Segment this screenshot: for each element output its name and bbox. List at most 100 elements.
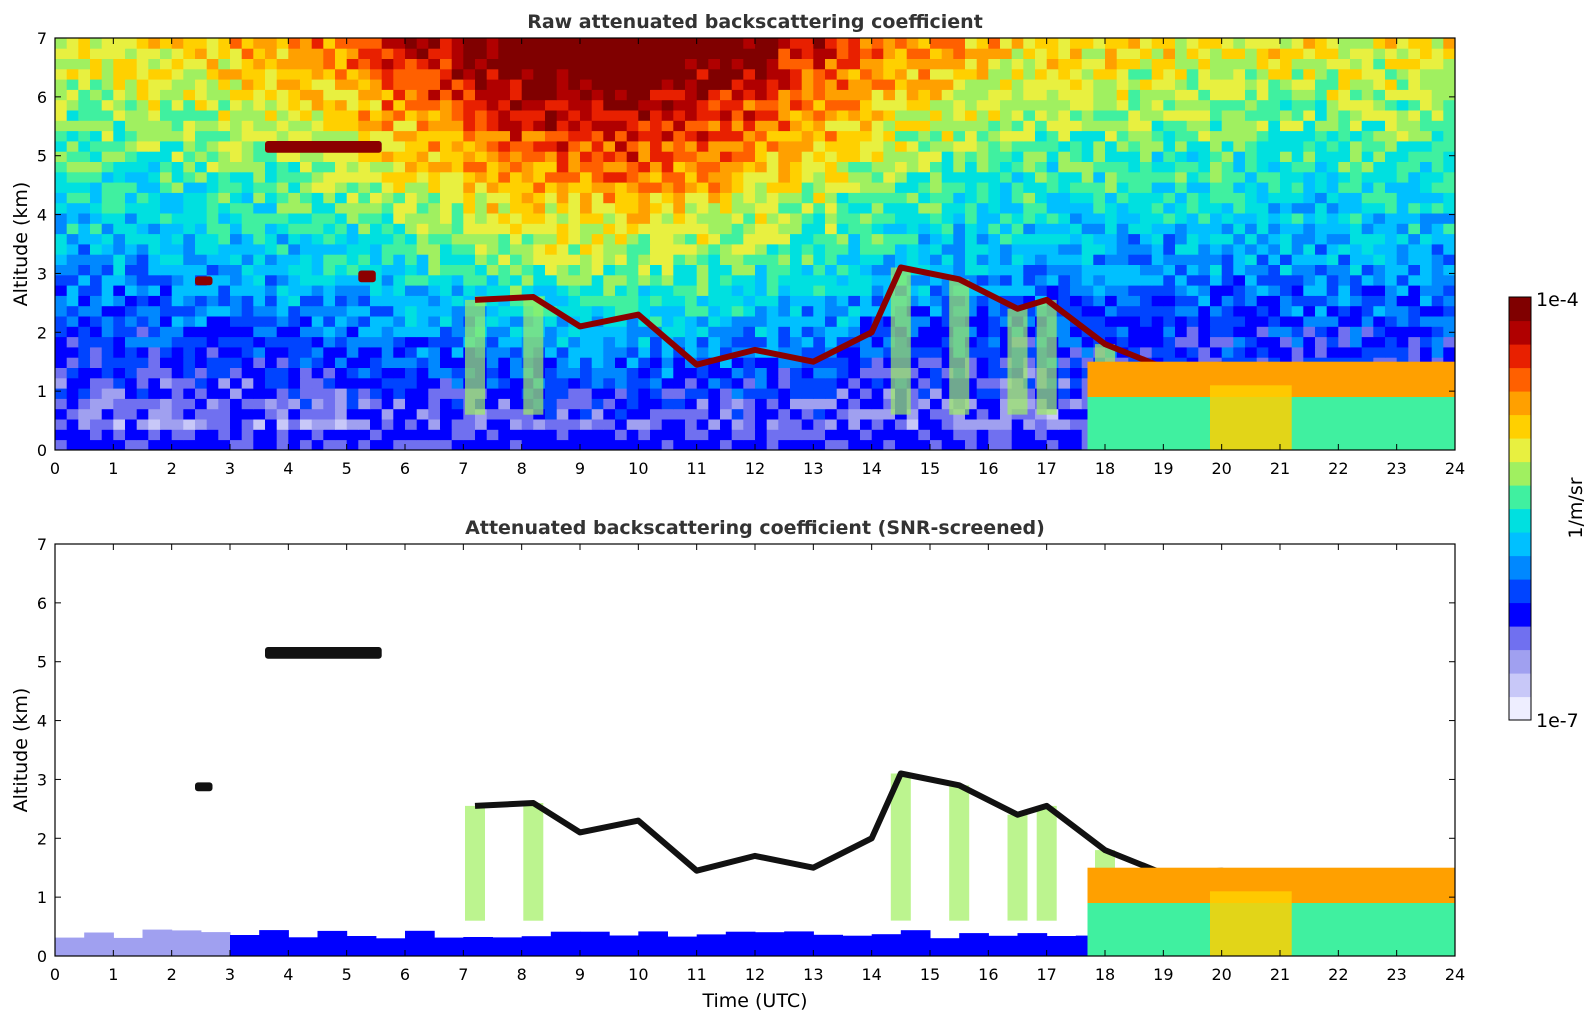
noise-cell (1023, 377, 1036, 389)
noise-cell (195, 182, 208, 193)
noise-cell (101, 336, 114, 348)
noise-cell (521, 244, 534, 255)
noise-cell (195, 429, 208, 441)
noise-cell (778, 213, 791, 224)
noise-cell (300, 223, 313, 235)
noise-cell (871, 202, 884, 214)
noise-cell (813, 233, 826, 245)
noise-cell (55, 48, 68, 59)
noise-cell (113, 38, 126, 49)
noise-cell (346, 171, 359, 183)
noise-cell (591, 285, 604, 296)
noise-cell (673, 419, 686, 430)
noise-cell (276, 408, 289, 420)
noise-cell (171, 202, 184, 214)
noise-cell (1035, 68, 1048, 80)
noise-cell (615, 398, 628, 410)
noise-cell (708, 161, 721, 173)
noise-cell (1151, 68, 1164, 80)
noise-cell (1023, 347, 1036, 358)
noise-cell (825, 38, 838, 49)
noise-cell (1385, 305, 1398, 317)
noise-cell (790, 419, 803, 430)
noise-cell (241, 202, 254, 214)
noise-cell (288, 347, 301, 358)
noise-cell (545, 213, 558, 224)
noise-cell (276, 79, 289, 90)
noise-cell (883, 213, 896, 224)
noise-cell (498, 347, 511, 358)
noise-cell (720, 285, 733, 296)
noise-cell (381, 182, 394, 193)
noise-cell (1420, 48, 1433, 59)
noise-cell (1291, 326, 1304, 338)
noise-cell (790, 48, 803, 59)
noise-cell (848, 223, 861, 235)
noise-cell (90, 48, 103, 59)
noise-cell (591, 336, 604, 348)
noise-cell (673, 398, 686, 410)
noise-cell (1385, 171, 1398, 183)
noise-cell (778, 429, 791, 441)
noise-cell (848, 38, 861, 49)
noise-cell (976, 192, 989, 204)
noise-cell (1046, 192, 1059, 204)
noise-cell (615, 295, 628, 307)
noise-cell (988, 38, 1001, 49)
noise-cell (1128, 141, 1141, 152)
noise-cell (1210, 254, 1223, 265)
noise-cell (1070, 38, 1083, 49)
noise-cell (988, 68, 1001, 80)
noise-cell (1443, 130, 1455, 142)
noise-cell (1221, 305, 1234, 317)
noise-cell (475, 264, 488, 276)
noise-cell (1233, 38, 1246, 49)
noise-cell (731, 367, 744, 379)
noise-cell (813, 89, 826, 101)
noise-cell (1431, 171, 1444, 183)
noise-cell (638, 274, 651, 286)
noise-cell (265, 233, 278, 245)
noise-cell (521, 254, 534, 265)
noise-cell (650, 264, 663, 276)
noise-cell (125, 233, 138, 245)
noise-cell (988, 244, 1001, 255)
noise-cell (1163, 141, 1176, 152)
noise-cell (521, 48, 534, 59)
noise-cell (288, 419, 301, 430)
noise-cell (393, 377, 406, 389)
noise-cell (195, 398, 208, 410)
noise-cell (953, 223, 966, 235)
noise-cell (1256, 182, 1269, 193)
noise-cell (976, 48, 989, 59)
noise-cell (743, 388, 756, 399)
noise-cell (1128, 130, 1141, 142)
noise-cell (405, 223, 418, 235)
noise-cell (1408, 336, 1421, 348)
noise-cell (253, 171, 266, 183)
noise-cell (206, 151, 219, 162)
noise-cell (1198, 68, 1211, 80)
noise-cell (1256, 48, 1269, 59)
noise-cell (241, 377, 254, 389)
noise-cell (1116, 213, 1129, 224)
noise-cell (1058, 336, 1071, 348)
noise-cell (498, 213, 511, 224)
noise-cell (1163, 68, 1176, 80)
noise-cell (183, 408, 196, 420)
noise-cell (1011, 192, 1024, 204)
noise-cell (55, 151, 68, 162)
noise-cell (218, 141, 231, 152)
noise-cell (171, 367, 184, 379)
noise-cell (78, 68, 91, 80)
noise-cell (591, 79, 604, 90)
noise-cell (918, 285, 931, 296)
noise-cell (230, 408, 243, 420)
noise-cell (370, 182, 383, 193)
noise-cell (766, 285, 779, 296)
noise-cell (230, 79, 243, 90)
noise-cell (195, 58, 208, 70)
noise-cell (101, 38, 114, 49)
noise-cell (1198, 130, 1211, 142)
noise-cell (486, 213, 499, 224)
